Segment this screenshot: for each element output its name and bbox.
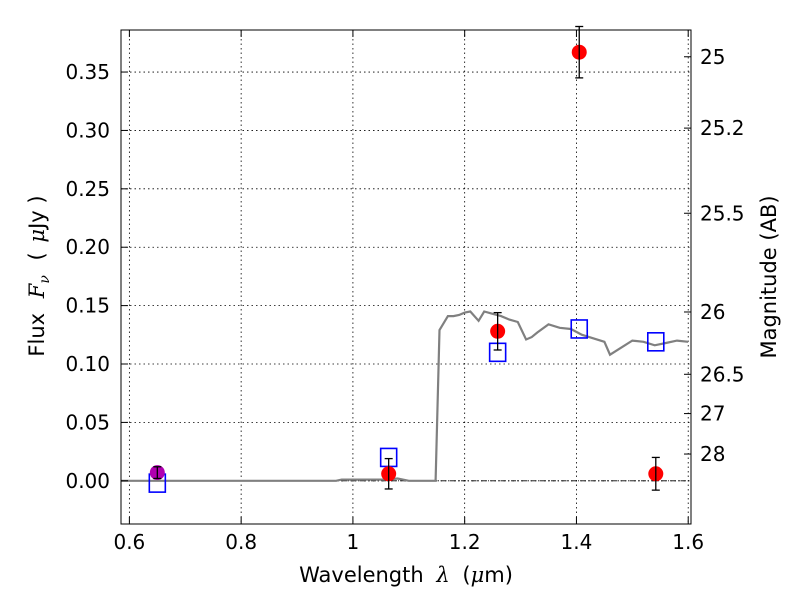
x-axis-label-symbol: λ [435, 563, 449, 587]
x-axis-label-unit-rest: m) [484, 563, 513, 587]
right-tick-label: 27 [700, 402, 725, 426]
y-axis-label-unit-rest: Jy ) [25, 195, 49, 231]
x-tick-label: 0.6 [113, 530, 145, 554]
y-tick-label: 0.15 [65, 294, 110, 318]
right-tick-label: 25.2 [700, 116, 745, 140]
x-tick-label: 0.8 [225, 530, 257, 554]
x-tick-label: 1.2 [449, 530, 481, 554]
y-tick-label: 0.30 [65, 118, 110, 142]
y-axis-label-symbol: F [25, 282, 49, 299]
y-tick-label: 0.35 [65, 60, 110, 84]
right-tick-label: 25 [700, 45, 725, 69]
plot-frame [120, 29, 692, 525]
y-axis-label-prefix: Flux [25, 313, 49, 357]
x-axis-label: Wavelength λ (μm) [299, 563, 513, 587]
grid-lines [121, 30, 691, 524]
x-axis-label-unit-mu: μ [471, 563, 485, 587]
y-axis-label-subscript: ν [37, 275, 53, 284]
x-tick-label: 1 [347, 530, 360, 554]
y-tick-label: 0.05 [65, 410, 110, 434]
right-tick-label: 26.5 [700, 362, 745, 386]
right-tick-label: 25.5 [700, 201, 745, 225]
y-tick-label: 0.00 [65, 469, 110, 493]
model-spectrum-line [121, 310, 689, 482]
x-tick-label: 1.6 [672, 530, 704, 554]
tick-marks [121, 30, 691, 524]
y-axis-label-unit-open: ( [25, 252, 49, 260]
y-axis-label-unit-mu: μ [25, 229, 49, 243]
right-tick-label: 26 [700, 300, 725, 324]
x-axis-label-prefix: Wavelength [299, 563, 424, 587]
data-series [121, 25, 689, 493]
x-tick-label: 1.4 [561, 530, 593, 554]
x-axis-label-unit-open: ( [462, 563, 470, 587]
y-tick-label: 0.25 [65, 177, 110, 201]
right-axis-label: Magnitude (AB) [757, 195, 781, 358]
model-photometry-square [570, 319, 589, 339]
model-photometry-square [646, 332, 665, 352]
y-tick-label: 0.10 [65, 352, 110, 376]
tick-labels: 0.6 0.8 1 1.2 1.4 1.6 0.00 0.05 0.10 0.15 0.20 0.25… [65, 45, 744, 554]
y-tick-label: 0.20 [65, 235, 110, 259]
right-tick-label: 28 [700, 442, 725, 466]
y-axis-label: Flux Fν ( μJy ) [25, 195, 54, 356]
